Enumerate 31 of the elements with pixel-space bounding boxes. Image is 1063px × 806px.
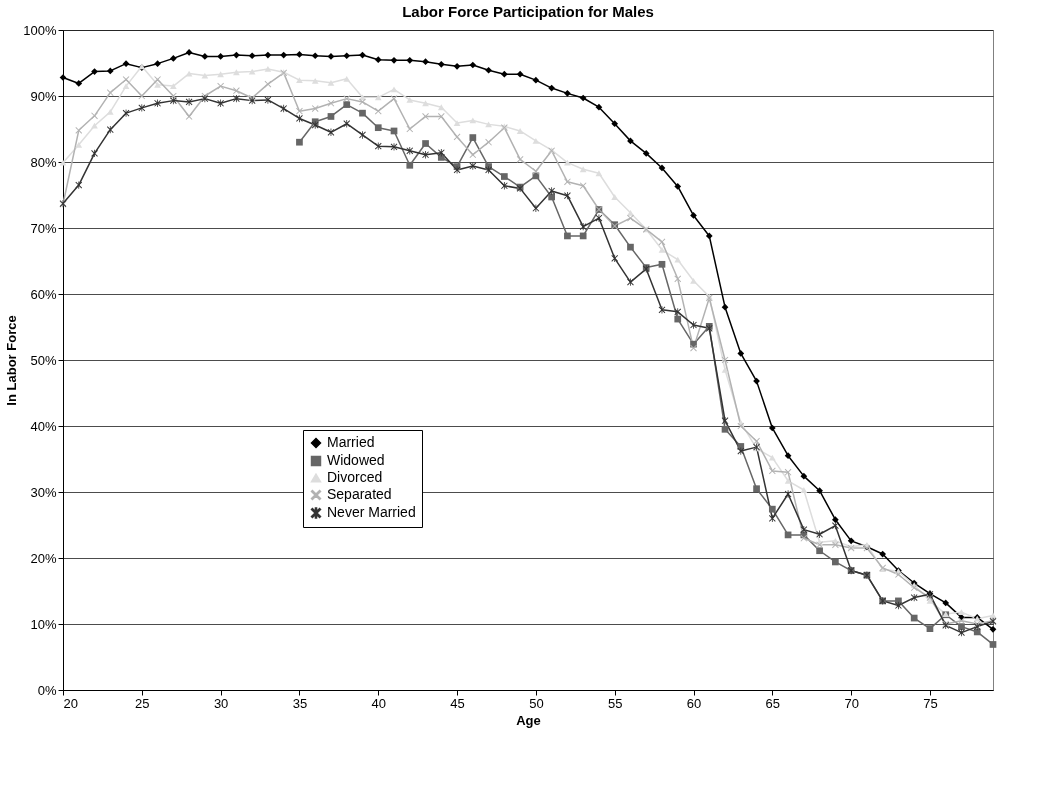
legend-label: Separated [327,486,392,502]
x-tick-label: 75 [923,695,938,711]
y-axis-title: In Labor Force [4,315,20,406]
y-tick-label: 70% [30,220,57,236]
x-tick-label: 50 [529,695,544,711]
chart-title: Labor Force Participation for Males [402,3,654,20]
legend-label: Divorced [327,469,383,485]
x-tick-label: 60 [686,695,702,711]
x-tick-label: 65 [765,695,781,711]
legend-label: Widowed [327,452,385,468]
x-tick-label: 35 [292,695,308,711]
x-tick-label: 55 [607,695,623,711]
y-tick-label: 40% [30,418,57,434]
y-tick-label: 20% [30,550,57,566]
x-tick-label: 25 [135,695,150,711]
x-tick-label: 70 [844,695,859,711]
x-axis-title: Age [516,712,541,728]
y-tick-label: 60% [30,286,57,302]
y-tick-label: 30% [30,484,57,500]
y-tick-label: 80% [30,154,57,170]
x-tick-label: 40 [371,695,386,711]
x-tick-label: 45 [450,695,465,711]
y-tick-label: 50% [30,352,57,368]
legend-label: Married [327,434,375,450]
y-tick-label: 90% [30,88,57,104]
x-tick-label: 20 [63,695,78,711]
x-tick-label: 30 [213,695,229,711]
y-tick-label: 10% [30,616,57,632]
y-tick-label: 0% [37,682,57,698]
y-tick-label: 100% [23,22,57,38]
legend-label: Never Married [327,504,416,520]
